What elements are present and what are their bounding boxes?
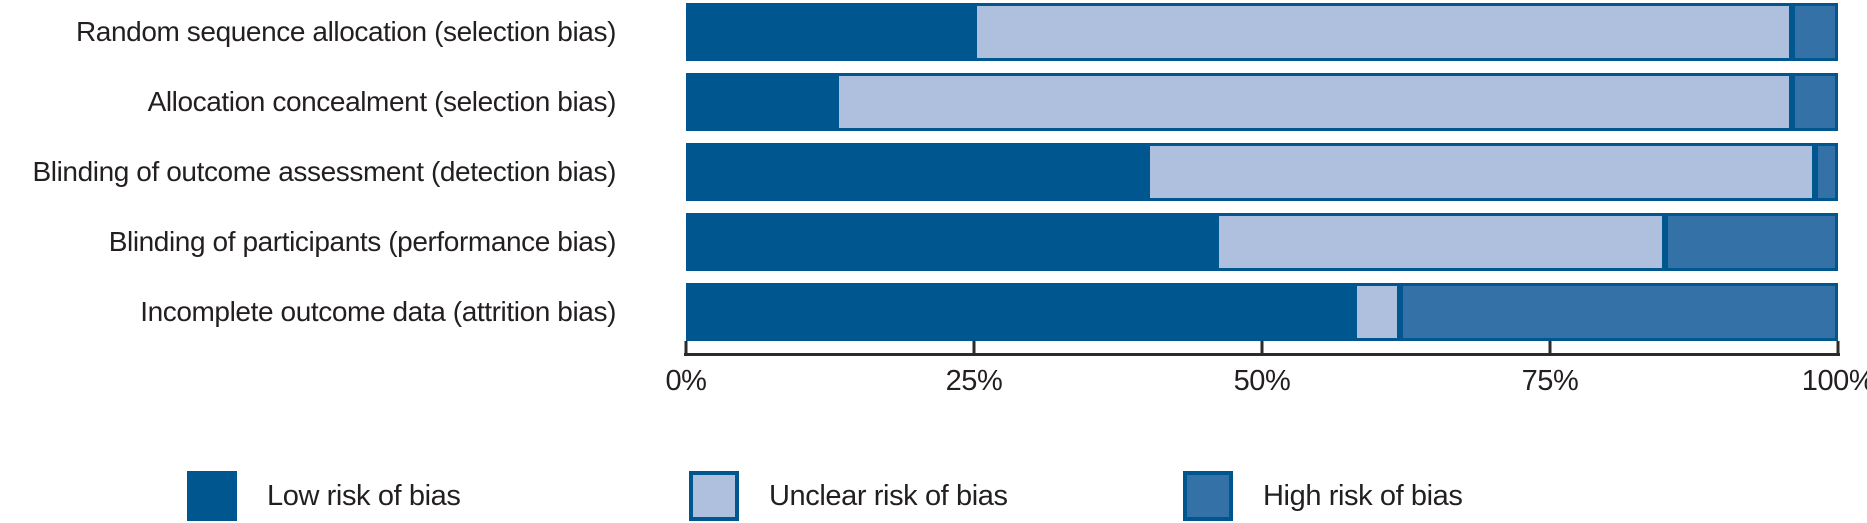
legend-item: High risk of bias (1183, 470, 1463, 522)
legend-swatch-unclear-risk (689, 471, 739, 521)
axis-tick-label: 25% (945, 365, 1003, 397)
bar-segment-unclear-risk (974, 3, 1792, 61)
axis-tick (1548, 341, 1552, 356)
axis-tick-label: 0% (665, 365, 707, 397)
category-label: Blinding of outcome assessment (detectio… (32, 156, 616, 187)
bar-segment-low-risk (686, 213, 1216, 271)
bar-segment-high-risk (1814, 143, 1838, 201)
bar-track (686, 213, 1838, 271)
legend-item: Unclear risk of bias (689, 470, 1008, 522)
category-label: Incomplete outcome data (attrition bias) (140, 296, 616, 327)
bar-segment-high-risk (1665, 213, 1838, 271)
chart-row: Allocation concealment (selection bias) (0, 73, 1838, 131)
bar-track (686, 73, 1838, 131)
axis-tick-label: 100% (1801, 365, 1867, 397)
chart-row: Incomplete outcome data (attrition bias) (0, 283, 1838, 341)
category-label: Random sequence allocation (selection bi… (75, 16, 616, 47)
legend-label: Unclear risk of bias (769, 479, 1008, 512)
bar-segment-high-risk (1400, 283, 1838, 341)
bar-rows: Random sequence allocation (selection bi… (0, 3, 1838, 353)
legend: Low risk of bias Unclear risk of bias High… (0, 470, 1867, 522)
legend-item: Low risk of bias (187, 470, 461, 522)
axis-tick (972, 341, 976, 356)
bar-segment-low-risk (686, 3, 974, 61)
bar-track (686, 143, 1838, 201)
chart-row: Blinding of outcome assessment (detectio… (0, 143, 1838, 201)
axis-tick (1836, 341, 1840, 356)
axis-tick (1260, 341, 1264, 356)
bar-segment-low-risk (686, 73, 836, 131)
x-axis: 0% 25% 50% 75% 100% (665, 341, 1867, 411)
bar-segment-low-risk (686, 283, 1355, 341)
axis-tick (684, 341, 688, 356)
category-label: Blinding of participants (performance bi… (108, 226, 617, 257)
bar-segment-low-risk (686, 143, 1147, 201)
bar-segment-unclear-risk (835, 73, 1792, 131)
bar-segment-unclear-risk (1215, 213, 1666, 271)
bar-segment-unclear-risk (1146, 143, 1815, 201)
category-label: Allocation concealment (selection bias) (147, 86, 617, 117)
axis-tick-label: 75% (1521, 365, 1579, 397)
bar-segment-high-risk (1791, 3, 1838, 61)
chart-row: Random sequence allocation (selection bi… (0, 3, 1838, 61)
bar-segment-unclear-risk (1354, 283, 1401, 341)
legend-swatch-low-risk (187, 471, 237, 521)
bar-segment-high-risk (1791, 73, 1838, 131)
bar-track (686, 283, 1838, 341)
axis-tick-label: 50% (1233, 365, 1291, 397)
chart-row: Blinding of participants (performance bi… (0, 213, 1838, 271)
legend-label: High risk of bias (1263, 479, 1463, 512)
legend-label: Low risk of bias (267, 479, 461, 512)
bar-track (686, 3, 1838, 61)
legend-swatch-high-risk (1183, 471, 1233, 521)
